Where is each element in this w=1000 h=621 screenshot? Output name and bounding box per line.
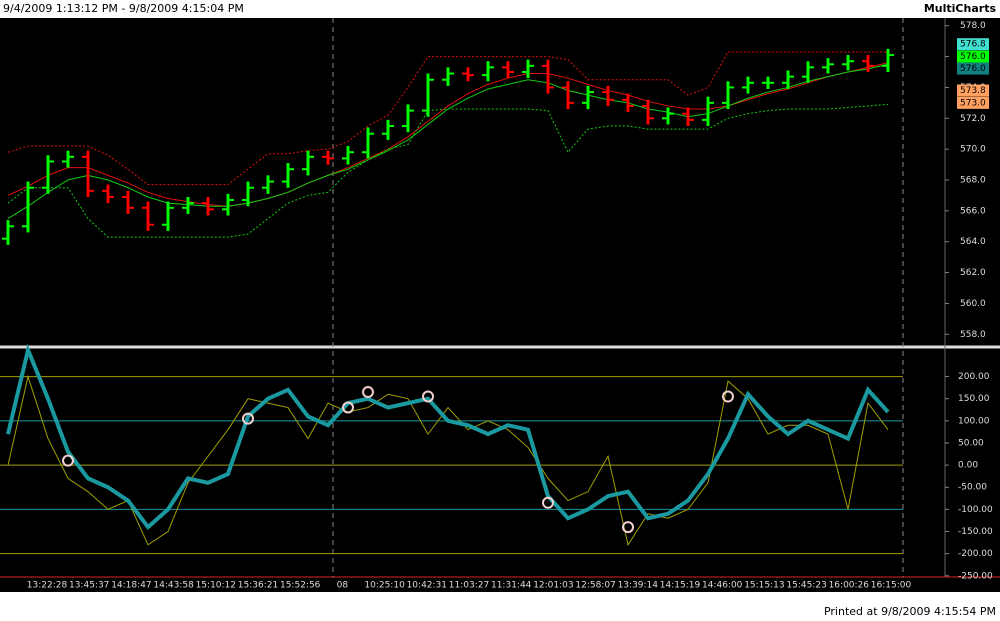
y-tick-label: 564.0 (960, 237, 986, 247)
signal-marker (362, 386, 374, 399)
last-value-box (957, 62, 989, 75)
last-value-box (957, 84, 989, 97)
y-tick-label: 0.00 (958, 461, 978, 471)
y-tick-label: -50.00 (958, 483, 987, 493)
time-label: 13:45:37 (69, 581, 109, 591)
y-tick-label: 558.0 (960, 330, 986, 340)
app-name: MultiCharts (924, 2, 997, 15)
y-tick-label: -250.00 (958, 571, 993, 581)
time-label: 12:01:03 (533, 581, 573, 591)
time-label: 14:46:00 (702, 581, 743, 591)
time-label: 11:31:44 (491, 581, 532, 591)
time-label: 15:52:56 (280, 581, 321, 591)
time-label: 15:36:21 (238, 581, 278, 591)
y-tick-label: 100.00 (958, 416, 990, 426)
y-tick-label: -150.00 (958, 527, 993, 537)
last-value-label: 573.0 (960, 98, 986, 108)
time-label: 11:03:27 (449, 581, 489, 591)
last-value-box (957, 38, 989, 51)
last-value-box (957, 50, 989, 63)
indicator-line (7, 103, 889, 238)
time-label: 13:39:14 (618, 581, 659, 591)
signal-marker (62, 454, 74, 467)
y-tick-label: -200.00 (958, 549, 993, 559)
time-label: 10:25:10 (364, 581, 405, 591)
signal-marker (722, 390, 734, 403)
signal-marker (542, 496, 554, 509)
date-range: 9/4/2009 1:13:12 PM - 9/8/2009 4:15:04 P… (3, 2, 244, 15)
y-tick-label: 150.00 (958, 394, 990, 404)
indicator-line (7, 51, 888, 186)
last-value-label: 573.8 (960, 86, 986, 96)
chart-area (0, 18, 1000, 592)
time-label: 15:10:12 (196, 581, 236, 591)
y-tick-label: 200.00 (958, 372, 990, 382)
time-label: 16:15:00 (871, 581, 912, 591)
y-tick-label: -100.00 (958, 505, 993, 515)
y-tick-label: 50.00 (958, 438, 984, 448)
signal-marker (622, 521, 634, 534)
time-label: 14:43:58 (153, 581, 194, 591)
indicator-line (7, 374, 889, 547)
time-label: 14:15:19 (660, 581, 701, 591)
last-value-box (957, 96, 989, 109)
indicator-line (7, 62, 889, 207)
y-tick-label: 566.0 (960, 206, 986, 216)
y-tick-label: 578.0 (960, 21, 986, 31)
y-tick-label: 560.0 (960, 299, 986, 309)
time-label: 13:22:28 (27, 581, 68, 591)
indicator-line (6, 343, 890, 531)
time-label: 14:18:47 (111, 581, 151, 591)
y-tick-label: 562.0 (960, 268, 986, 278)
time-label: 08 (337, 581, 349, 591)
time-label: 16:00:26 (829, 581, 870, 591)
y-tick-label: 568.0 (960, 176, 986, 186)
y-tick-label: 570.0 (960, 145, 986, 155)
last-value-label: 576.0 (960, 64, 986, 74)
signal-marker (422, 390, 434, 403)
print-footer: Printed at 9/8/2009 4:15:54 PM (824, 605, 996, 618)
last-value-label: 576.8 (960, 40, 986, 50)
signal-marker (342, 401, 354, 414)
time-label: 15:15:13 (744, 581, 784, 591)
last-value-label: 576.0 (960, 52, 986, 62)
time-label: 15:45:23 (786, 581, 826, 591)
title-bar (0, 0, 1000, 18)
signal-marker (242, 412, 254, 425)
time-label: 10:42:31 (407, 581, 447, 591)
y-tick-label: 572.0 (960, 114, 986, 124)
time-label: 12:58:07 (575, 581, 615, 591)
